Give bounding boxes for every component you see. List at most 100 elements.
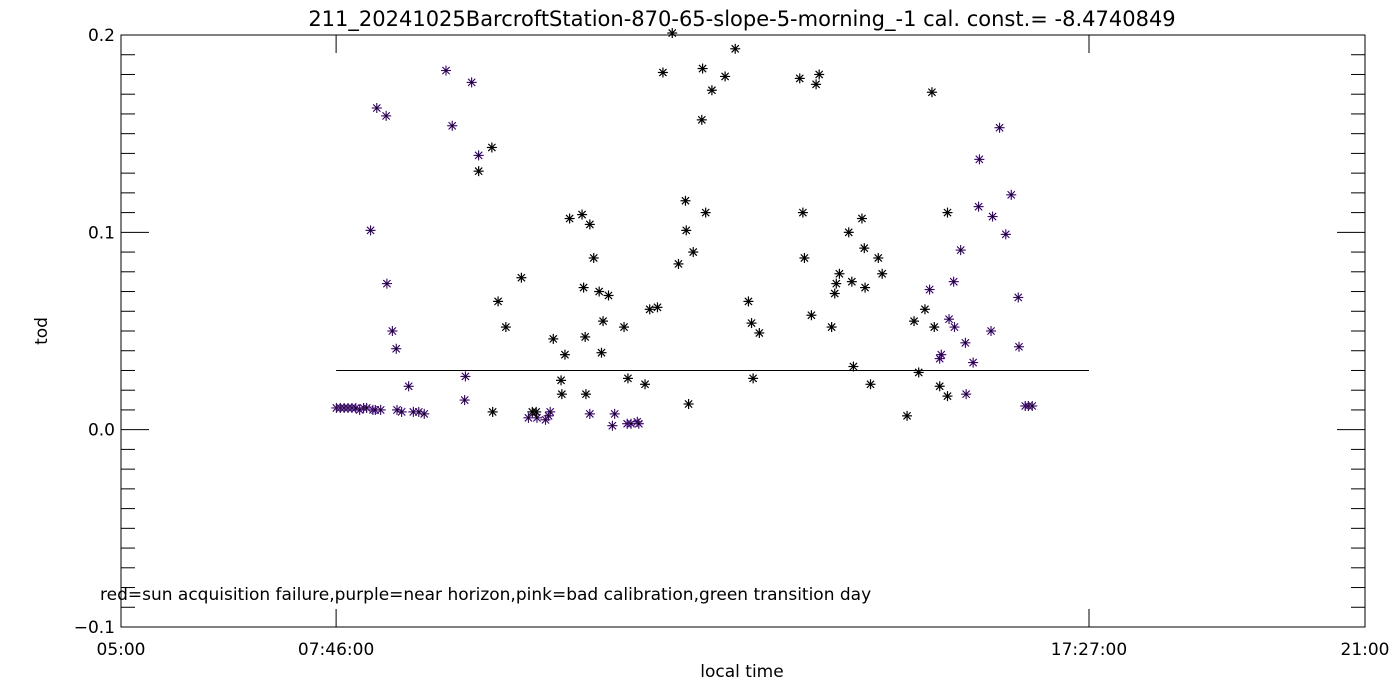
x-tick-label: 21:00 <box>1341 640 1390 660</box>
data-point-purple-overlay <box>944 314 955 325</box>
data-point <box>681 225 692 236</box>
data-point <box>697 63 708 74</box>
data-point <box>578 282 589 293</box>
data-point <box>622 373 633 384</box>
data-point <box>934 381 945 392</box>
data-point <box>743 296 754 307</box>
data-point <box>860 282 871 293</box>
data-point <box>814 69 825 80</box>
data-point-purple-overlay <box>440 65 451 76</box>
data-point <box>799 252 810 263</box>
data-point-purple-overlay <box>387 326 398 336</box>
data-point <box>486 142 497 153</box>
data-point-purple-overlay <box>987 211 998 222</box>
data-point <box>926 87 937 98</box>
data-point <box>831 278 842 289</box>
data-point <box>644 304 655 315</box>
data-point <box>588 252 599 263</box>
data-point <box>720 71 731 82</box>
data-point <box>500 322 511 333</box>
data-point <box>584 219 595 230</box>
x-tick-label: 05:00 <box>97 640 146 660</box>
data-point <box>706 85 717 96</box>
axis-ticks <box>120 34 1366 628</box>
data-point-purple-overlay <box>466 77 477 88</box>
data-point-purple-overlay <box>396 406 407 417</box>
data-point <box>754 327 765 338</box>
data-point <box>531 406 542 417</box>
data-point <box>657 67 668 78</box>
data-point <box>640 379 651 390</box>
data-point-purple-overlay <box>381 278 392 289</box>
y-tick-label: 0.2 <box>88 26 115 46</box>
data-point <box>603 290 614 301</box>
data-point-purple-overlay <box>403 381 414 392</box>
data-point-purple-overlay <box>1013 292 1024 303</box>
y-tick-label: −0.1 <box>74 618 115 638</box>
data-point <box>859 243 870 254</box>
y-tick-label: 0.0 <box>88 421 115 441</box>
data-point-purple-overlay <box>459 395 470 406</box>
data-point-purple-overlay <box>949 322 960 333</box>
data-point <box>856 213 867 224</box>
data-point <box>493 296 504 307</box>
data-point-purple-overlay <box>633 418 644 429</box>
data-point-purple-overlay <box>391 343 402 354</box>
plot-frame <box>120 34 1366 628</box>
data-point <box>902 410 913 421</box>
data-point <box>929 322 940 333</box>
data-point <box>873 252 884 263</box>
data-point <box>700 207 711 218</box>
data-point-purple-overlay <box>447 120 458 131</box>
data-points <box>331 28 1038 431</box>
data-point-purple-overlay <box>986 326 997 336</box>
data-point-purple-overlay <box>1006 189 1017 200</box>
data-point <box>848 361 859 372</box>
data-point <box>556 389 567 400</box>
data-point-purple-overlay <box>1000 229 1011 240</box>
data-point <box>797 207 808 218</box>
data-point <box>596 347 607 358</box>
x-tick-label: 07:46:00 <box>298 640 374 660</box>
data-point <box>730 43 741 54</box>
data-point-purple-overlay <box>936 349 947 360</box>
data-point <box>594 286 605 297</box>
data-point <box>487 406 498 417</box>
data-point-purple-overlay <box>584 408 595 419</box>
data-point <box>580 331 591 342</box>
data-point <box>577 209 588 220</box>
data-point <box>673 258 684 269</box>
data-point <box>580 389 591 400</box>
data-point-purple-overlay <box>419 408 430 419</box>
data-point <box>834 268 845 279</box>
data-point-purple-overlay <box>968 357 979 368</box>
data-point <box>909 316 920 327</box>
data-point <box>473 166 484 177</box>
data-point-purple-overlay <box>545 406 556 417</box>
data-point <box>919 304 930 315</box>
y-axis-label: tod <box>32 317 52 345</box>
data-point-purple-overlay <box>948 276 959 287</box>
data-point-purple-overlay <box>973 201 984 212</box>
data-point <box>564 213 575 224</box>
data-point <box>865 379 876 390</box>
data-point <box>826 322 837 333</box>
y-tick-label: 0.1 <box>88 223 115 243</box>
data-point <box>829 288 840 299</box>
data-point <box>680 195 691 206</box>
data-point <box>877 268 888 279</box>
data-point-purple-overlay <box>960 337 971 348</box>
data-point <box>548 333 559 344</box>
chart-title: 211_20241025BarcroftStation-870-65-slope… <box>308 7 1175 32</box>
data-point-purple-overlay <box>460 371 471 382</box>
data-point-purple-overlay <box>375 404 386 415</box>
data-point-purple-overlay <box>1027 400 1038 411</box>
data-point-purple-overlay <box>924 284 935 295</box>
data-point-purple-overlay <box>609 408 620 419</box>
data-point <box>846 276 857 287</box>
data-point <box>619 322 630 333</box>
data-point-purple-overlay <box>1014 341 1025 352</box>
x-tick-label: 17:27:00 <box>1051 640 1127 660</box>
data-point <box>794 73 805 84</box>
